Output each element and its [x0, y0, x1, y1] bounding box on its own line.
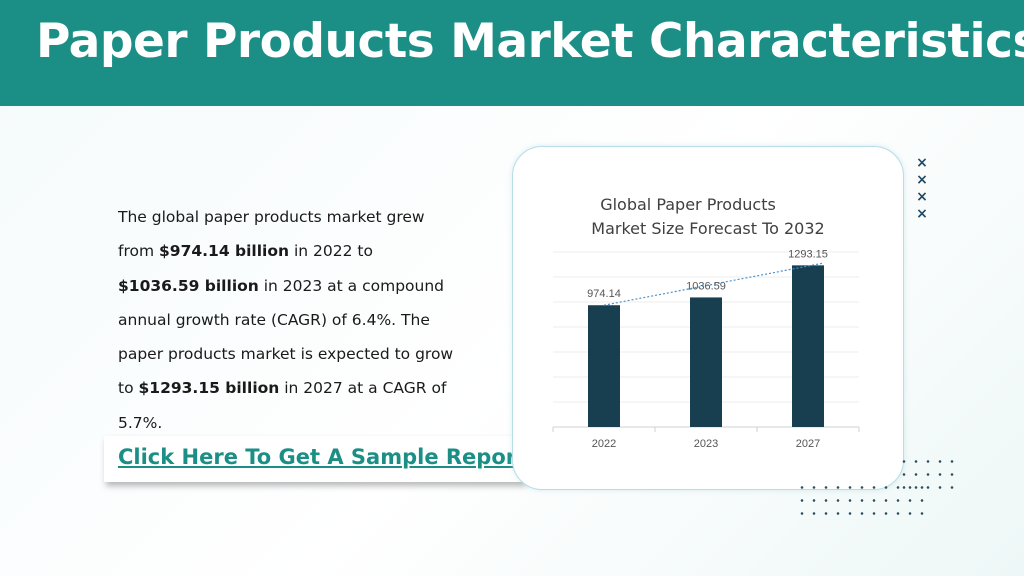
header-bar: Paper Products Market Characteristics:: [0, 0, 1024, 106]
trend-line: [603, 262, 823, 306]
value-2022: $974.14 billion: [159, 242, 290, 261]
bar-2023: [690, 297, 722, 427]
bar-2027: [792, 265, 824, 427]
description-paragraph: The global paper products market grew fr…: [118, 200, 458, 440]
sample-report-link[interactable]: Click Here To Get A Sample Report: [118, 445, 527, 469]
text-segment: in 2022 to: [289, 242, 373, 261]
text-segment: in 2023 at a compound annual growth rate…: [118, 276, 454, 398]
decorative-dots-lower: [796, 481, 926, 520]
text-segment: The global paper products market grew fr…: [118, 208, 425, 261]
sample-report-box: Click Here To Get A Sample Report: [104, 436, 527, 482]
text-segment: in 2027 at a CAGR of 5.7%.: [118, 379, 447, 432]
x-tick-label-2022: 2022: [592, 438, 616, 450]
chart-title-line2: Market Size Forecast To 2032: [591, 219, 825, 238]
chart-title: Global Paper Products Market Size Foreca…: [513, 193, 903, 241]
decorative-crosses: × × × ×: [914, 155, 930, 223]
cross-icon: ×: [916, 206, 928, 222]
cross-icon: ×: [916, 172, 928, 188]
chart-title-line1: Global Paper Products: [600, 195, 776, 214]
page-title: Paper Products Market Characteristics:: [36, 14, 1024, 69]
bar-chart: 974.14 2022 1036.59 2023 1293.15 2027: [552, 248, 860, 450]
cross-icon: ×: [916, 155, 928, 171]
chart-card: Global Paper Products Market Size Foreca…: [512, 146, 904, 490]
bar-2022: [588, 305, 620, 427]
cross-icon: ×: [916, 189, 928, 205]
data-label-2022: 974.14: [587, 288, 621, 300]
data-label-2027: 1293.15: [788, 248, 828, 260]
value-2023: $1036.59 billion: [118, 276, 259, 295]
x-tick-label-2027: 2027: [796, 438, 820, 450]
data-label-2023: 1036.59: [686, 280, 726, 292]
value-2027: $1293.15 billion: [138, 379, 280, 398]
x-tick-label-2023: 2023: [694, 438, 718, 450]
